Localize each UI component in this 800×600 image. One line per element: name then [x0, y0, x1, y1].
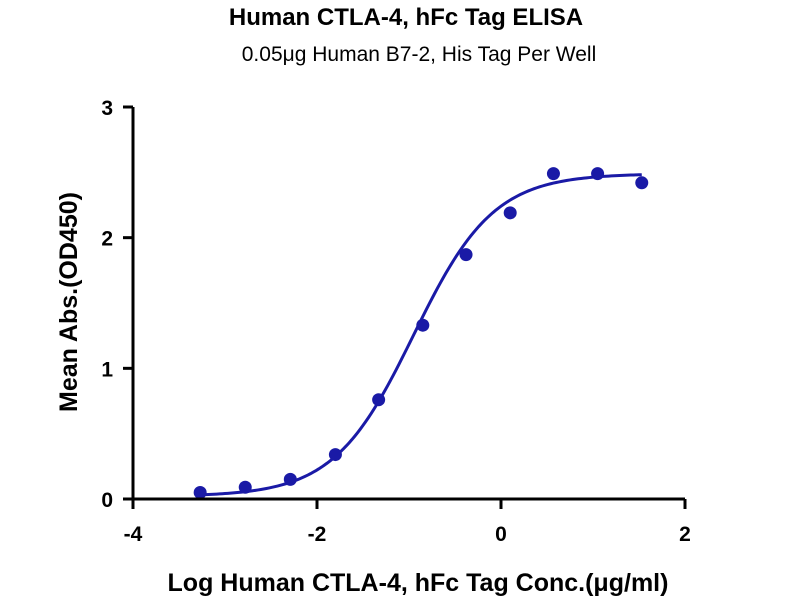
- x-tick-label: -4: [124, 523, 143, 546]
- x-axis: -4 -2 0 2: [124, 497, 691, 546]
- y-axis: 0 1 2 3: [101, 97, 135, 512]
- y-tick-label: 0: [101, 489, 113, 512]
- data-point: [372, 393, 386, 407]
- x-tick-label: 2: [679, 523, 691, 546]
- chart-title: Human CTLA-4, hFc Tag ELISA: [229, 4, 583, 31]
- chart-subtitle: 0.05μg Human B7-2, His Tag Per Well: [242, 43, 597, 66]
- data-point: [238, 480, 252, 494]
- data-points: [193, 167, 649, 499]
- y-axis-label: Mean Abs.(OD450): [55, 192, 83, 412]
- data-point: [546, 167, 560, 181]
- data-point: [635, 176, 649, 190]
- data-point: [328, 448, 342, 462]
- data-point: [459, 248, 473, 262]
- y-tick-label: 2: [101, 228, 113, 251]
- x-axis-label: Log Human CTLA-4, hFc Tag Conc.(μg/ml): [168, 569, 669, 597]
- x-ticks: -4 -2 0 2: [124, 499, 691, 546]
- y-tick-label: 3: [101, 97, 113, 120]
- x-tick-label: 0: [495, 523, 507, 546]
- plot-area: [193, 167, 649, 499]
- data-point: [591, 167, 605, 181]
- x-tick-label: -2: [308, 523, 327, 546]
- data-point: [283, 472, 297, 486]
- data-point: [503, 206, 517, 220]
- data-point: [193, 485, 207, 499]
- y-tick-label: 1: [101, 358, 113, 381]
- data-point: [416, 318, 430, 332]
- fit-curve: [200, 173, 642, 497]
- y-ticks: 0 1 2 3: [101, 97, 133, 512]
